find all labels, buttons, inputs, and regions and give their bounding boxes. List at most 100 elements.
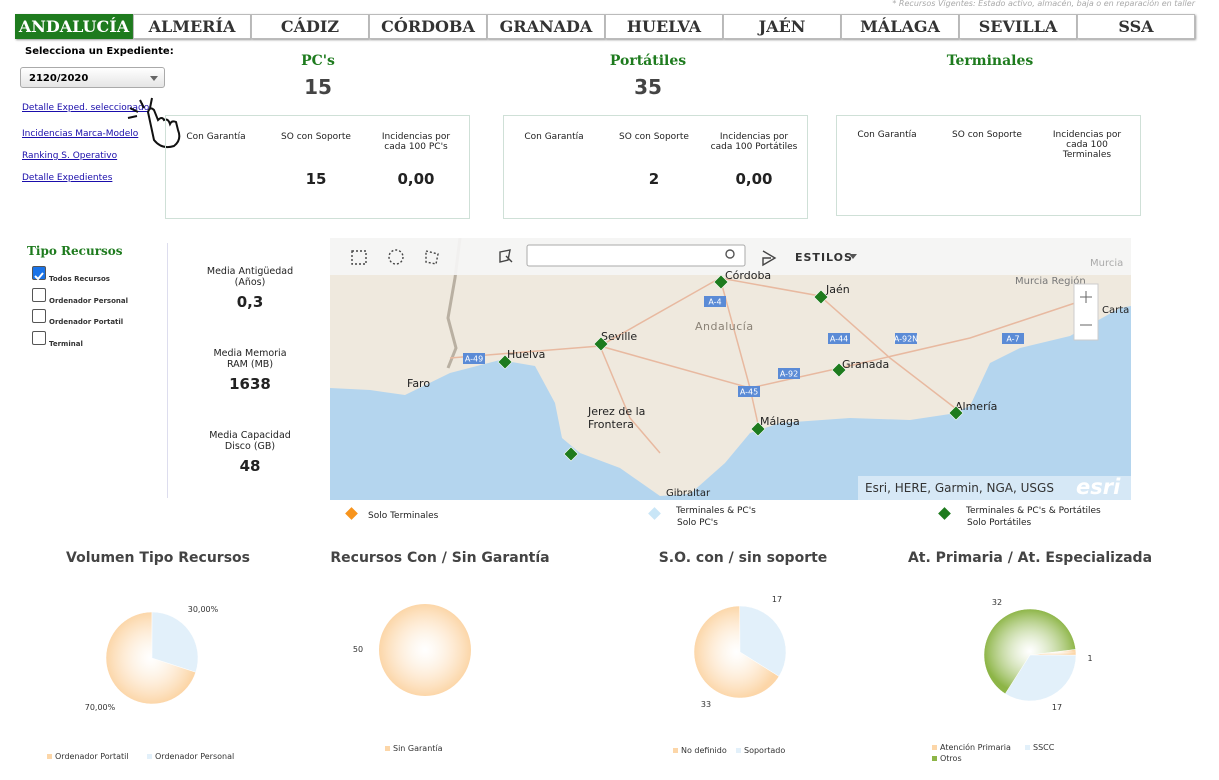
city-label: Gibraltar: [666, 488, 711, 499]
legend-swatch: [47, 754, 52, 759]
kpi-item-label: Con Garantía: [524, 132, 584, 142]
tab[interactable]: ALMERÍA: [133, 14, 251, 39]
city-label: Málaga: [760, 415, 800, 428]
road-label: A-7: [1006, 335, 1019, 344]
checkbox-label: Ordenador Portatil: [49, 318, 124, 326]
checkbox[interactable]: [32, 287, 46, 302]
pie-charts: Volumen Tipo Recursos 70,00% Ordenador Por…: [47, 550, 1152, 763]
checkbox[interactable]: [32, 330, 46, 345]
city-label: Frontera: [588, 418, 634, 431]
tab[interactable]: JAÉN: [723, 14, 841, 39]
styles-button[interactable]: ESTILOS: [795, 251, 853, 264]
road-label: A-45: [740, 388, 758, 397]
stat-value: 1638: [229, 375, 271, 393]
checkbox[interactable]: [32, 266, 46, 281]
kpi-item-label: SO con Soporte: [281, 132, 351, 142]
kpi-item-label: SO con Soporte: [619, 132, 689, 142]
link[interactable]: Detalle Expedientes: [22, 173, 113, 183]
kpi-box: Con Garantía SO con Soporte 2 Incidencias p…: [503, 115, 808, 219]
kpi-title: Portátiles: [609, 53, 687, 69]
checkbox-label: Todos Recursos: [49, 275, 110, 283]
tab[interactable]: CÓRDOBA: [369, 14, 487, 39]
legend-label: Ordenador Personal: [155, 752, 234, 761]
checkbox[interactable]: [32, 309, 46, 323]
road-shield: [778, 368, 800, 379]
kpi-box: Con Garantía SO con Soporte Incidencias po…: [836, 115, 1141, 216]
pie-title: S.O. con / sin soporte: [659, 550, 828, 566]
legend-label: Terminales & PC's & Portátiles: [966, 506, 1101, 516]
pie-slice: [739, 605, 787, 677]
attribution: Esri, HERE, Garmin, NGA, USGS: [865, 481, 1054, 495]
tab[interactable]: SEVILLA: [959, 14, 1077, 39]
zoom-control[interactable]: [1073, 283, 1099, 341]
city-label: Huelva: [507, 348, 545, 361]
panel-title: Tipo Recursos: [27, 244, 123, 258]
pie-data-label: 17: [772, 595, 782, 604]
expediente-select[interactable]: 2120/2020: [20, 67, 165, 88]
link[interactable]: Incidencias Marca-Modelo: [22, 129, 139, 139]
stat-value: 48: [239, 457, 261, 475]
tab[interactable]: GRANADA: [487, 14, 605, 39]
kpi-item-value: 0,00: [397, 170, 435, 188]
toolbar-icons[interactable]: [351, 249, 777, 267]
link[interactable]: Detalle Exped. seleccionado: [22, 103, 150, 113]
map-labels: Córdoba Jaén Murcia Región Murcia Andalu…: [407, 258, 1129, 499]
map: ESTILOS Córdoba Jaén Murcia Región Murci…: [330, 238, 1131, 500]
kpi-item-label: Incidencias por cada 100 PC's: [381, 132, 451, 152]
legend-label: Solo Portátiles: [967, 518, 1032, 528]
kpi-item-value: 0,00: [735, 170, 773, 188]
legend-swatch: [932, 745, 937, 750]
pie-data-label: 32: [992, 598, 1002, 607]
stat-label: Media Memoria RAM (MB): [213, 348, 287, 370]
attribution-bg: [858, 476, 1131, 500]
stat-value: 0,3: [236, 293, 264, 311]
legend-label: Soportado: [744, 746, 785, 755]
pie-slice: [983, 608, 1076, 695]
legend-diamond: [648, 507, 661, 520]
tab[interactable]: SSA: [1077, 14, 1195, 39]
pie-data-label: 33: [701, 700, 711, 709]
city-label: Jaén: [825, 283, 850, 296]
pie-data-label: 70,00%: [85, 703, 116, 712]
search-box[interactable]: [526, 244, 746, 267]
tab[interactable]: MÁLAGA: [841, 14, 959, 39]
road-label: A-49: [465, 355, 483, 364]
legend-swatch: [147, 754, 152, 759]
legend-label: Solo Terminales: [368, 511, 439, 521]
road-label: A-44: [830, 335, 848, 344]
tipo-recursos-panel: Tipo Recursos Todos Recursos Ordenador Pe…: [25, 243, 168, 498]
kpi-item-label: Con Garantía: [857, 130, 917, 140]
pie-slice: [693, 605, 780, 699]
tab[interactable]: CÁDIZ: [251, 14, 369, 39]
pie-title: Recursos Con / Sin Garantía: [330, 550, 549, 566]
pie-slice: [379, 604, 471, 696]
pie-slice: [151, 611, 199, 673]
kpi-item-label: Incidencias por cada 100 Portátiles: [710, 132, 798, 152]
pie-data-label: 1: [1087, 654, 1092, 663]
legend-swatch: [736, 748, 741, 753]
tab[interactable]: HUELVA: [605, 14, 723, 39]
pie-data-label: 17: [1052, 703, 1062, 712]
city-label: Jerez de la: [587, 405, 645, 418]
map-markers: [497, 274, 964, 462]
select-value: 2120/2020: [29, 73, 89, 84]
road-label: A-92N: [894, 335, 918, 344]
legend-label: Solo PC's: [677, 518, 718, 528]
road-label: A-4: [708, 298, 721, 307]
link[interactable]: Ranking S. Operativo: [22, 151, 118, 161]
checkbox-label: Ordenador Personal: [49, 296, 128, 305]
region-label: Andalucía: [695, 320, 754, 333]
styles-arrow: [849, 254, 857, 259]
legend-diamond: [938, 507, 951, 520]
region-label: Murcia Región: [1015, 275, 1086, 287]
road-shield: [895, 333, 917, 344]
pie-title: At. Primaria / At. Especializada: [908, 550, 1152, 566]
pie-data-label: 50: [353, 645, 363, 654]
road-shield: [704, 296, 726, 307]
road-shield: [1002, 333, 1024, 344]
kpi-item-label: Con Garantía: [186, 132, 246, 142]
note: * Recursos Vigentes: Estado activo, alma…: [892, 0, 1195, 8]
legend-label: Sin Garantía: [393, 744, 443, 753]
kpi-item-label: Incidencias por cada 100 Terminales: [1052, 130, 1122, 160]
tab[interactable]: ANDALUCÍA: [15, 14, 133, 39]
